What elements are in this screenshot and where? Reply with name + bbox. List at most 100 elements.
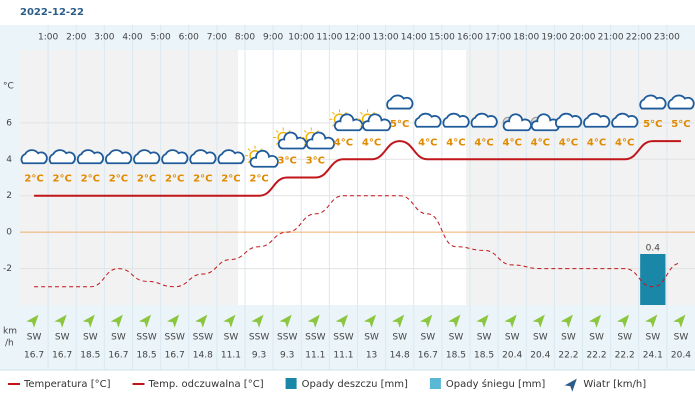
legend-label: Wiatr [km/h] [583,379,646,390]
cloud [611,112,639,128]
weather-icon [161,149,189,165]
wind-direction: SW [617,333,632,343]
wind-direction: SSW [165,333,185,343]
cloud [555,112,583,128]
wind-arrow [363,314,377,328]
temp-label: 2°C [53,174,72,185]
weather-icon [133,149,161,165]
wind-speed: 11.1 [305,351,325,361]
wind-speed: 11.1 [333,351,353,361]
wind-arrow [223,314,236,328]
weather-icon [273,127,307,150]
temp-label: 4°C [362,137,381,148]
wind-direction: SW [646,333,661,343]
wind-direction: SW [674,333,689,343]
wind-speed: 18.5 [474,351,494,361]
wind-arrow [645,314,658,328]
weather-icon [245,145,279,168]
weather-icon [530,113,561,132]
y-tick-label: 0 [6,228,12,238]
cloud [667,94,695,110]
x-tick-label: 18:00 [513,33,539,43]
cloud [333,113,364,132]
wind-direction: SW [589,333,604,343]
wind-speed: 20.4 [671,351,691,361]
temp-label: 4°C [334,137,353,148]
wind-direction: SW [111,333,126,343]
wind-direction: SSW [333,333,353,343]
precip-bar [640,254,666,305]
x-tick-label: 22:00 [626,33,652,43]
wind-speed: 16.7 [24,351,44,361]
cloud [105,149,133,165]
x-tick-label: 9:00 [263,33,283,43]
temp-label: 3°C [278,156,297,167]
date: 2022-12-22 [20,7,84,18]
x-tick-label: 17:00 [485,33,511,43]
line [34,140,681,197]
cloud [362,113,392,132]
wind-direction: SW [392,333,407,343]
wind-unit: km [3,327,17,337]
temp-label: 4°C [418,137,437,148]
weather-icon [48,149,76,165]
temp-label: 4°C [503,137,522,148]
x-tick-label: 14:00 [401,33,427,43]
weather-icon [414,112,442,128]
temp-label: 2°C [249,174,268,185]
cloud [161,149,189,165]
legend-swatch [564,378,577,392]
wind-direction: SW [533,333,548,343]
wind-direction: SSW [277,333,297,343]
wind-arrow [420,314,433,328]
wind-speed: 20.4 [530,351,550,361]
x-tick-label: 2:00 [66,33,86,43]
cloud [470,112,498,128]
weather-icon [217,149,245,165]
wind-speed: 20.4 [502,351,522,361]
x-tick-label: 16:00 [457,33,483,43]
wind-arrow [307,314,320,328]
temp-label: 2°C [24,174,43,185]
temp-label: 3°C [306,156,325,167]
x-tick-label: 3:00 [94,33,114,43]
cloud [76,149,105,165]
wind-speed: 9.3 [252,351,266,361]
wind-arrow [588,314,602,328]
legend-label: Opady śniegu [mm] [446,378,546,390]
wind-direction: SW [477,333,492,343]
wind-direction: SSW [305,333,325,343]
weather-icon [301,127,336,150]
wind-speed: 24.1 [643,351,663,361]
temp-label: 4°C [559,137,578,148]
weather-icon [667,94,695,110]
wind-speed: 11.1 [221,351,241,361]
wind-unit: /h [5,339,14,349]
x-tick-label: 6:00 [179,33,199,43]
x-tick-label: 20:00 [570,33,596,43]
temp-label: 2°C [193,174,212,185]
x-tick-label: 7:00 [207,33,227,43]
cloud [189,149,217,165]
temp-label: 4°C [446,137,465,148]
wind-speed: 18.5 [446,351,466,361]
wind-arrow [448,314,461,328]
x-tick-label: 21:00 [598,33,624,43]
wind-arrow [476,314,489,328]
weather-icon [357,109,392,132]
temp-label: 4°C [474,137,493,148]
x-tick-label: 1:00 [38,33,58,43]
weather-icon [639,94,667,110]
cloud [305,131,336,150]
wind-speed: 22.2 [587,351,607,361]
wind-speed: 16.7 [108,351,128,361]
wind-direction: SW [27,333,42,343]
wind-arrow [110,314,123,328]
wind-speed: 14.8 [193,351,213,361]
x-tick-label: 8:00 [235,33,255,43]
legend-label: Temperatura [°C] [23,379,111,390]
line [34,195,682,288]
temp-label: 4°C [587,137,606,148]
wind-speed: 16.7 [418,351,438,361]
